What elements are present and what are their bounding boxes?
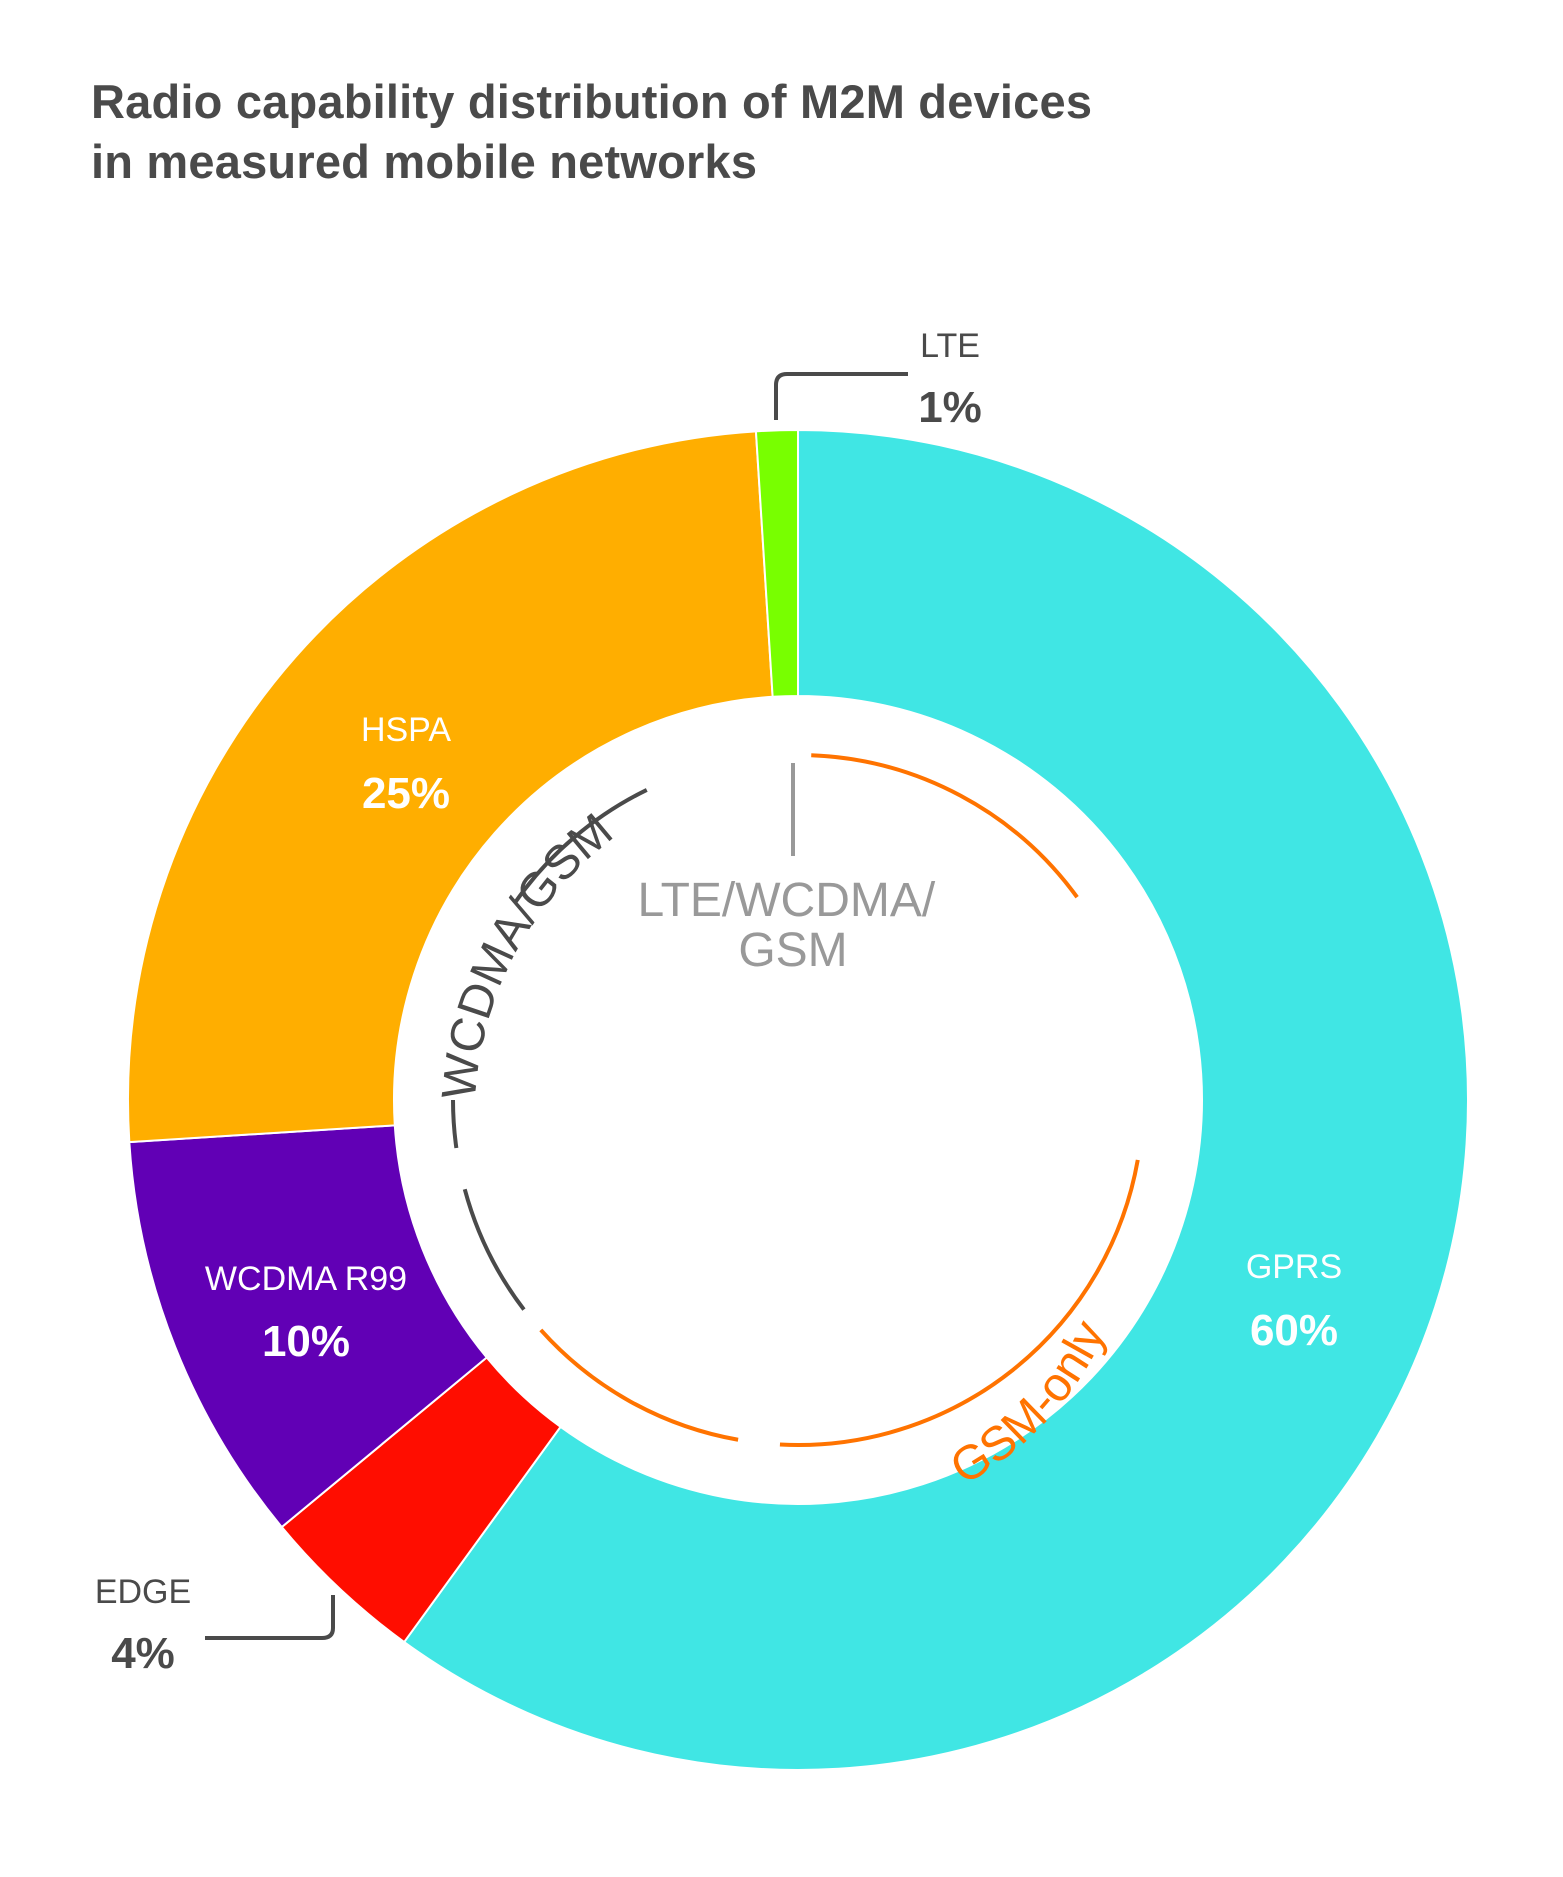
inner-arc-wcdma-gsm-1	[451, 1099, 459, 1149]
slice-hspa	[126, 430, 774, 1144]
inner-arc-gsm-only-2	[539, 1328, 739, 1442]
group-label-lte-wcdma-gsm-line-1: LTE/WCDMA/	[637, 874, 935, 927]
group-label-lte-wcdma-gsm: LTE/WCDMA/ GSM	[637, 874, 948, 977]
chart-title-line-2: in measured mobile networks	[91, 135, 758, 188]
slice-label-edge: EDGE	[95, 1573, 191, 1611]
group-label-lte-wcdma-gsm-line-2: GSM	[738, 924, 847, 977]
chart-title-line-1: Radio capability distribution of M2M dev…	[91, 75, 1093, 128]
lte-leader-line	[774, 372, 908, 420]
slice-value-hspa: 25%	[362, 769, 450, 818]
slice-label-lte: LTE	[920, 327, 980, 365]
slice-gprs	[402, 428, 1469, 1771]
slice-value-gprs: 60%	[1250, 1306, 1338, 1355]
slice-label-wcdma-r99: WCDMA R99	[205, 1260, 407, 1298]
inner-arc-gsm-only-0	[811, 753, 1079, 899]
slice-lte	[754, 428, 799, 698]
chart-title: Radio capability distribution of M2M dev…	[91, 72, 1092, 192]
edge-leader-line	[205, 1595, 335, 1640]
slice-value-edge: 4%	[111, 1629, 175, 1678]
slice-value-lte: 1%	[918, 383, 982, 432]
slice-label-gprs: GPRS	[1246, 1248, 1342, 1286]
inner-group-arcs	[451, 753, 1140, 1447]
inner-arc-gsm-only-1	[779, 1159, 1140, 1447]
slice-label-hspa: HSPA	[361, 711, 451, 749]
inner-arc-wcdma-gsm-0	[462, 1188, 526, 1311]
slice-value-wcdma-r99: 10%	[262, 1317, 350, 1366]
donut-slices	[126, 428, 1469, 1771]
inner-arc-wcdma-gsm-2	[513, 788, 648, 904]
